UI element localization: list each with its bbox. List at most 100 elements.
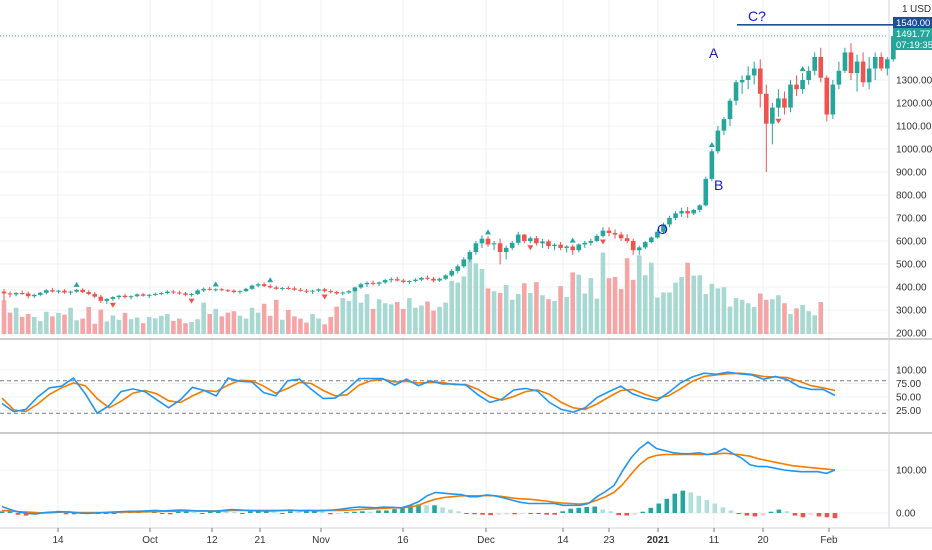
candle-body: [534, 238, 539, 244]
volume-bar: [709, 283, 715, 334]
volume-bar: [661, 292, 666, 334]
candle-body: [776, 98, 781, 108]
candle-body: [546, 241, 551, 247]
pivot-low-marker: [527, 245, 534, 251]
candle-body: [358, 284, 364, 288]
time-axis-label: Nov: [312, 535, 330, 546]
macd-histogram-bar: [239, 513, 245, 514]
volume-bar: [304, 322, 309, 334]
volume-bar: [685, 262, 690, 334]
candle-body: [794, 84, 799, 90]
candle-body: [7, 293, 13, 295]
volume-bar: [534, 282, 539, 334]
macd-histogram-bar: [440, 507, 445, 513]
price-axis-label: 1000.00: [896, 145, 932, 156]
pivot-high-marker: [212, 281, 219, 287]
volume-bar: [213, 308, 219, 334]
pivot-high-marker: [569, 237, 576, 243]
candle-body: [455, 266, 461, 271]
volume-bar: [352, 291, 358, 334]
macd-histogram-bar: [432, 505, 437, 513]
candle-body: [394, 279, 400, 281]
candle-body: [370, 282, 376, 284]
volume-bar: [346, 300, 352, 334]
candle-body: [624, 238, 630, 241]
macd-histogram-bar: [328, 513, 333, 515]
volume-bar: [322, 324, 327, 334]
candle-body: [715, 130, 721, 152]
candle-body: [612, 232, 618, 235]
candle-body: [830, 84, 836, 115]
macd-histogram-bar: [167, 513, 173, 515]
candle-body: [649, 237, 654, 243]
macd-histogram-bar: [584, 506, 590, 513]
macd-histogram-bar: [632, 513, 638, 515]
volume-bar: [316, 318, 321, 334]
time-axis-label: Feb: [820, 535, 838, 546]
candle-body: [159, 292, 164, 294]
candle-body: [44, 290, 49, 293]
candle-body: [770, 107, 775, 124]
candle-body: [588, 241, 594, 243]
price-axis-label: 500.00: [896, 260, 927, 271]
volume-bar: [503, 284, 509, 334]
candle-body: [292, 288, 297, 290]
volume-bar: [110, 315, 116, 334]
macd-histogram-bar: [608, 511, 614, 513]
candle-body: [866, 68, 872, 83]
time-axis-label: 2021: [647, 535, 670, 546]
macd-histogram-bar: [528, 513, 533, 514]
volume-bar: [788, 314, 793, 334]
price-axis-label: 400.00: [896, 283, 927, 294]
candle-body: [219, 289, 225, 291]
macd-histogram-bar: [768, 511, 774, 513]
volume-bar: [86, 306, 91, 334]
candle-body: [31, 294, 37, 297]
macd-histogram-bar: [808, 513, 814, 515]
volume-bar: [467, 259, 473, 334]
macd-histogram-bar: [544, 513, 549, 515]
candle-body: [576, 244, 582, 251]
candle-body: [558, 244, 563, 248]
volume-bar: [292, 316, 297, 334]
volume-bar: [449, 280, 454, 334]
macd-histogram-bar: [111, 513, 117, 514]
volume-bar: [770, 299, 775, 334]
volume-bar: [177, 318, 182, 334]
candle-body: [818, 57, 824, 78]
candle-body: [661, 224, 666, 232]
volume-bar: [407, 298, 412, 334]
time-axis-label: 14: [52, 535, 64, 546]
candle-body: [854, 61, 860, 74]
volume-bar: [491, 291, 497, 334]
price-axis-label: 800.00: [896, 191, 927, 202]
macd-histogram-bar: [728, 510, 734, 513]
macd-histogram-bar: [7, 510, 13, 513]
volume-bar: [219, 316, 225, 334]
volume-bar: [7, 312, 13, 334]
volume-bar: [128, 319, 134, 334]
candle-body: [733, 82, 739, 101]
candle-body: [503, 247, 509, 253]
macd-axis-label: 0.00: [896, 509, 916, 520]
volume-bar: [13, 307, 19, 334]
candle-body: [177, 292, 182, 294]
macd-histogram-bar: [648, 507, 654, 513]
volume-bar: [588, 278, 594, 334]
candle-body: [407, 281, 412, 283]
macd-histogram-bar: [231, 512, 237, 514]
price-axis-label: 300.00: [896, 306, 927, 317]
macd-histogram-bar: [0, 511, 5, 513]
currency-label: USD: [910, 4, 931, 15]
pivot-low-marker: [109, 302, 116, 308]
macd-histogram-bar: [63, 513, 69, 515]
volume-bar: [394, 302, 400, 334]
candle-body: [98, 296, 104, 301]
candle-body: [431, 278, 436, 281]
volume-bar: [413, 307, 418, 334]
macd-histogram-bar: [288, 511, 293, 513]
candle-body: [237, 291, 243, 293]
macd-histogram-bar: [520, 513, 525, 514]
macd-histogram-bar: [776, 509, 782, 513]
